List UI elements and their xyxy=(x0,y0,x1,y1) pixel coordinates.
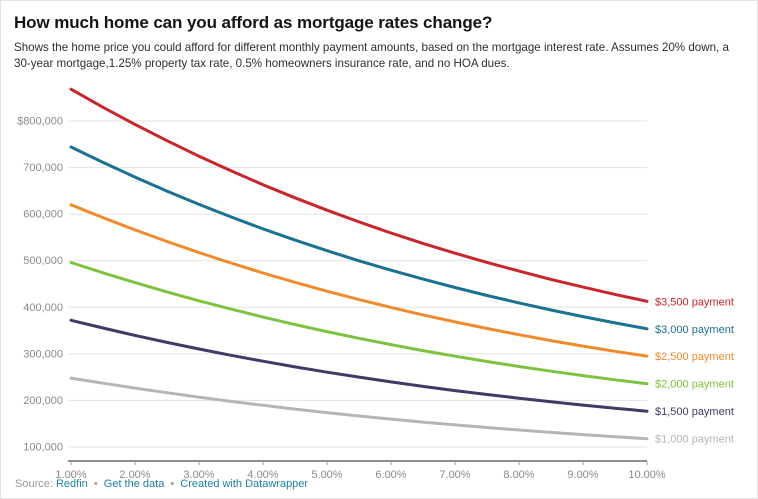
y-axis-tick-label: 100,000 xyxy=(23,441,63,453)
y-axis-tick-label: 400,000 xyxy=(23,302,63,314)
series-label-2000: $2,000 payment xyxy=(655,379,734,391)
series-line-1000 xyxy=(69,376,649,441)
chart-footer: Source: Redfin • Get the data • Created … xyxy=(15,478,308,490)
x-axis-tick-label: 2.00% xyxy=(119,469,150,481)
footer-separator: • xyxy=(93,478,98,490)
chart-area: $800,000 700,000 600,000 500,000 400,000 300,… xyxy=(14,76,743,486)
series-label-3000: $3,000 payment xyxy=(655,324,734,336)
y-axis-tick-label: 700,000 xyxy=(23,162,63,174)
x-axis-tick-label: 6.00% xyxy=(375,469,406,481)
y-axis-tick-label: 200,000 xyxy=(23,395,63,407)
series-label-2500: $2,500 payment xyxy=(655,351,734,363)
y-axis-tick-label: $800,000 xyxy=(17,115,63,127)
series-line-3000 xyxy=(69,145,649,331)
y-axis-tick-label: 300,000 xyxy=(23,348,63,360)
x-axis-tick-label: 5.00% xyxy=(311,469,342,481)
series-line-2500 xyxy=(69,203,649,358)
x-axis-tick-label: 4.00% xyxy=(247,469,278,481)
series-line-1500 xyxy=(69,318,649,413)
series-label-3500: $3,500 payment xyxy=(655,296,734,308)
y-axis-tick-label: 600,000 xyxy=(23,209,63,221)
x-axis-tick-label: 3.00% xyxy=(183,469,214,481)
x-axis-tick-label: 7.00% xyxy=(439,469,470,481)
chart-description: Shows the home price you could afford fo… xyxy=(14,41,729,71)
series-line-2000 xyxy=(69,260,649,386)
footer-separator: • xyxy=(170,478,175,490)
x-axis-tick-label: 10.00% xyxy=(628,469,666,481)
datawrapper-credit-link[interactable]: Created with Datawrapper xyxy=(180,478,309,490)
x-axis-tick-label: 1.00% xyxy=(55,469,86,481)
page-title: How much home can you afford as mortgage… xyxy=(14,13,493,32)
x-axis-tick-label: 8.00% xyxy=(503,469,534,481)
source-link[interactable]: Redfin xyxy=(55,478,88,490)
source-label: Source: xyxy=(15,478,53,490)
series-label-1500: $1,500 payment xyxy=(655,406,734,418)
affordability-chart: $800,000 700,000 600,000 500,000 400,000 300,… xyxy=(17,87,734,481)
series-label-1000: $1,000 payment xyxy=(655,434,734,446)
series-line-3500 xyxy=(69,87,649,303)
get-the-data-link[interactable]: Get the data xyxy=(103,478,165,490)
x-axis-tick-label: 9.00% xyxy=(567,469,598,481)
y-axis-tick-label: 500,000 xyxy=(23,255,63,267)
